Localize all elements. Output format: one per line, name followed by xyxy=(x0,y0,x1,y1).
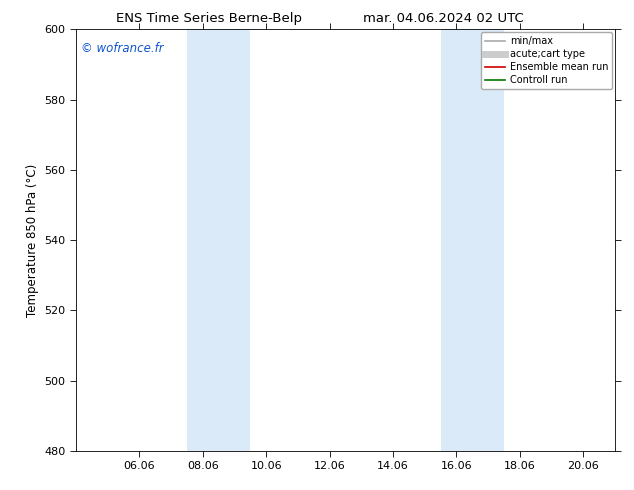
Text: © wofrance.fr: © wofrance.fr xyxy=(81,42,164,55)
Legend: min/max, acute;cart type, Ensemble mean run, Controll run: min/max, acute;cart type, Ensemble mean … xyxy=(481,32,612,89)
Text: mar. 04.06.2024 02 UTC: mar. 04.06.2024 02 UTC xyxy=(363,12,524,25)
Y-axis label: Temperature 850 hPa (°C): Temperature 850 hPa (°C) xyxy=(26,164,39,317)
Text: ENS Time Series Berne-Belp: ENS Time Series Berne-Belp xyxy=(116,12,302,25)
Bar xyxy=(441,29,504,451)
Bar xyxy=(187,29,250,451)
